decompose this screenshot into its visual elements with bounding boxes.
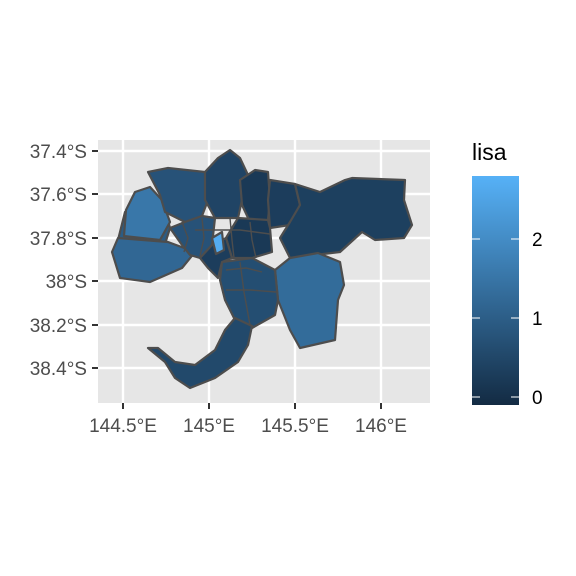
y-tick-label: 38.2°S: [30, 316, 87, 337]
legend-tick-label: 0: [532, 388, 543, 409]
boundary-line: [225, 267, 263, 273]
y-tick-label: 38.4°S: [30, 359, 87, 380]
x-tick-label: 145.5°E: [261, 416, 329, 437]
region-inner-city: [210, 230, 226, 256]
legend-colorbar: [472, 176, 519, 405]
legend-tick-label: 2: [532, 230, 543, 251]
boundary-line: [181, 221, 189, 253]
boundary-line: [226, 289, 277, 293]
regions: [110, 148, 414, 390]
x-axis-ticks: [122, 403, 382, 409]
boundary-line: [229, 217, 235, 259]
internal-boundaries: [181, 217, 277, 326]
legend-tick-label: 1: [532, 309, 543, 330]
y-tick-label: 38°S: [46, 272, 87, 293]
region-central-south: [218, 256, 280, 330]
boundary-line: [249, 221, 257, 259]
region-south-east: [273, 251, 346, 350]
legend-title: lisa: [472, 139, 507, 165]
x-tick-label: 145°E: [183, 416, 235, 437]
region-west-lower: [110, 236, 197, 284]
region-east-large: [278, 176, 414, 260]
y-tick-label: 37.4°S: [30, 142, 87, 163]
y-axis-ticks: [92, 150, 98, 369]
legend-ticks: [472, 238, 519, 398]
boundary-line: [239, 261, 251, 326]
x-tick-label: 144.5°E: [89, 416, 157, 437]
region-peninsula: [146, 316, 254, 390]
y-tick-label: 37.6°S: [30, 185, 87, 206]
boundary-line: [199, 217, 205, 257]
y-tick-label: 37.8°S: [30, 229, 87, 250]
boundary-line: [195, 229, 271, 235]
x-tick-label: 146°E: [355, 416, 407, 437]
